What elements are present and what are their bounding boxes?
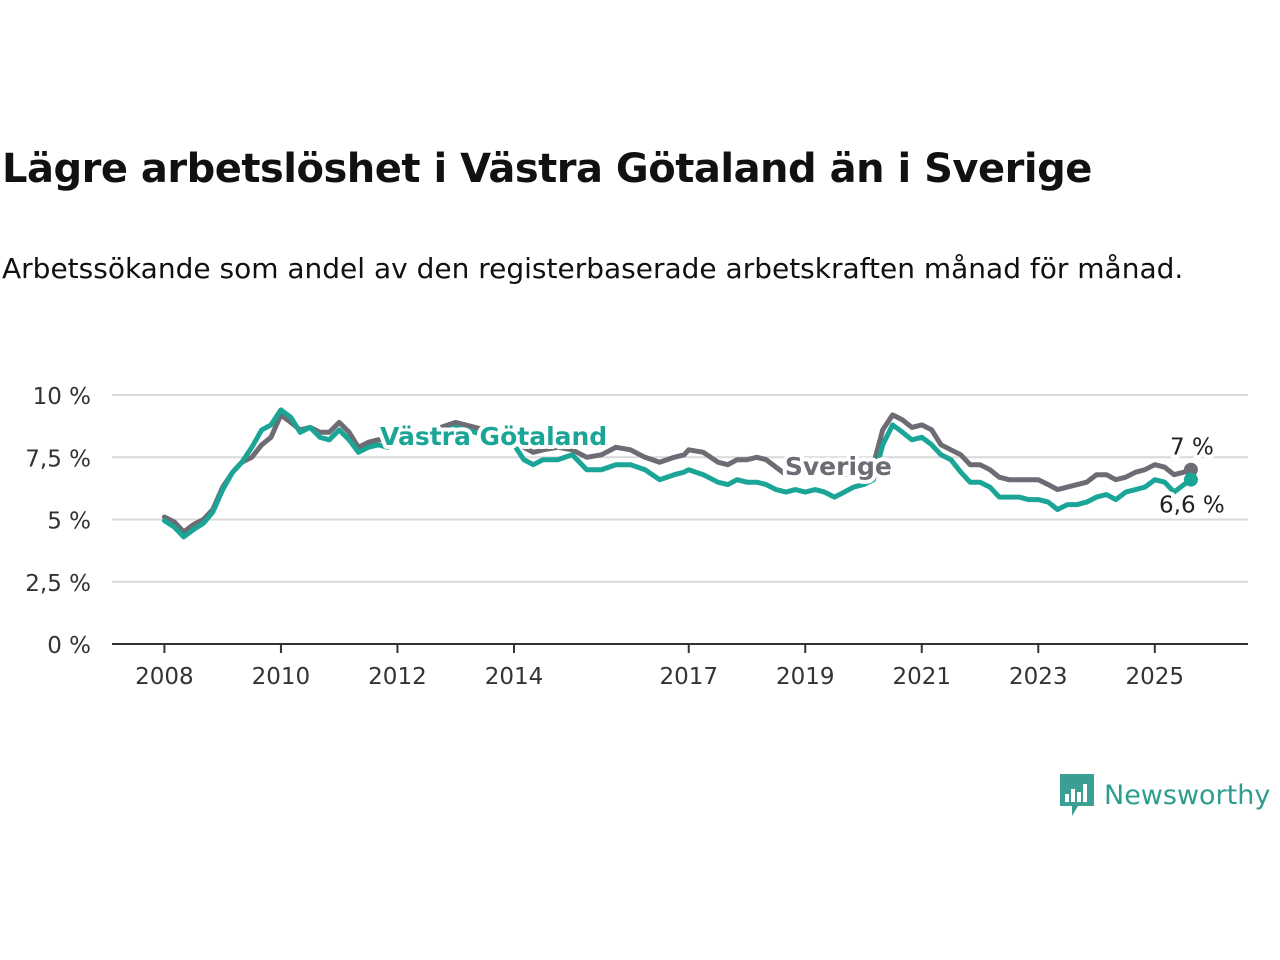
- x-tick-label: 2019: [776, 664, 835, 690]
- series-label-vastra-gotaland: Västra Götaland: [380, 422, 607, 451]
- x-tick-label: 2017: [659, 664, 718, 690]
- end-label-vastra-gotaland-halo: 6,6 %: [1159, 493, 1225, 519]
- chart-title: Lägre arbetslöshet i Västra Götaland än …: [2, 146, 1092, 192]
- end-label-sverige-halo: 7 %: [1170, 435, 1214, 461]
- y-tick-label: 7,5 %: [25, 446, 91, 472]
- line-chart: 0 % 2,5 % 5 % 7,5 % 10 % 2008 2010 2012 2014 201…: [25, 384, 1248, 690]
- y-tick-label: 5 %: [47, 509, 91, 535]
- series-line-vastra-gotaland: [161, 407, 1194, 540]
- x-tick-label: 2008: [135, 664, 194, 690]
- end-label-sverige: 7 %: [1170, 435, 1214, 461]
- chart-subtitle: Arbetssökande som andel av den registerb…: [2, 252, 1184, 285]
- x-tick-label: 2014: [485, 664, 544, 690]
- y-axis-ticks: 0 % 2,5 % 5 % 7,5 % 10 %: [25, 384, 91, 659]
- series-label-sverige-halo: Sverige: [785, 452, 892, 481]
- series-label-sverige: Sverige: [785, 452, 892, 481]
- y-tick-label: 10 %: [33, 384, 91, 410]
- newsworthy-logo-icon: [1060, 774, 1094, 816]
- x-tick-label: 2010: [252, 664, 311, 690]
- x-tick-label: 2025: [1126, 664, 1185, 690]
- end-point-vastra-gotaland: [1183, 472, 1198, 487]
- end-label-vastra-gotaland: 6,6 %: [1159, 493, 1225, 519]
- end-point-sverige: [1183, 462, 1198, 477]
- x-tick-label: 2012: [368, 664, 427, 690]
- x-tick-label: 2021: [892, 664, 951, 690]
- series-label-vastra-gotaland-halo: Västra Götaland: [380, 422, 607, 451]
- x-axis-ticks: 2008 2010 2012 2014 2017 2019 2021 2023 2025: [112, 643, 1248, 690]
- y-tick-label: 2,5 %: [25, 571, 91, 597]
- x-tick-label: 2023: [1009, 664, 1068, 690]
- series-lines: [161, 407, 1198, 540]
- brand-name: Newsworthy: [1104, 779, 1271, 811]
- gridlines: [112, 394, 1248, 583]
- y-tick-label: 0 %: [47, 633, 91, 659]
- brand-logo[interactable]: Newsworthy: [1058, 772, 1270, 818]
